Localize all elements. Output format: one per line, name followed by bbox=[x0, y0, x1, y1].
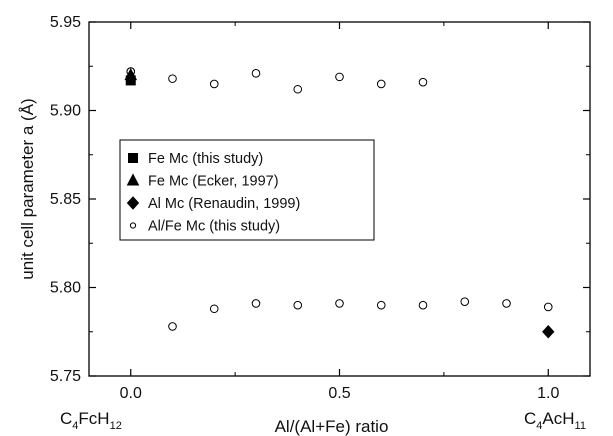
x-axis-title: Al/(Al+Fe) ratio bbox=[275, 417, 389, 436]
legend-label: Fe Mc (Ecker, 1997) bbox=[148, 174, 279, 190]
point-al-fe-mc-this-study bbox=[335, 299, 344, 308]
legend-marker-square bbox=[128, 153, 138, 163]
legend-box bbox=[119, 139, 375, 241]
point-al-fe-mc-this-study bbox=[126, 67, 136, 76]
y-tick-label: 5.85 bbox=[50, 191, 81, 208]
point-al-fe-mc-this-study bbox=[502, 299, 511, 308]
end-label-left: C4FcH12 bbox=[60, 409, 122, 432]
point-al-fe-mc-this-study bbox=[418, 300, 428, 310]
x-tick-label: 1.0 bbox=[537, 385, 559, 402]
legend: Fe Mc (this study) Fe Mc (Ecker, 1997) Al … bbox=[119, 139, 375, 241]
axis-ticks: 5.75 5.80 5.85 5.90 5.95 0.0 0.5 1.0 bbox=[50, 14, 590, 402]
legend-marker-triangle bbox=[126, 173, 140, 186]
legend-label: Al/Fe Mc (this study) bbox=[148, 219, 280, 235]
point-al-fe-mc-this-study bbox=[209, 304, 219, 314]
point-al-fe-mc-this-study bbox=[293, 300, 303, 310]
point-al-fe-mc-this-study bbox=[168, 322, 177, 331]
point-al-fe-mc-this-study bbox=[335, 72, 344, 82]
end-label-right: C4AcH11 bbox=[524, 409, 586, 432]
x-tick-label: 0.5 bbox=[328, 385, 350, 402]
x-tick-label: 0.0 bbox=[120, 385, 142, 402]
data-points bbox=[124, 67, 555, 339]
legend-marker-diamond bbox=[126, 196, 140, 210]
y-axis-title: unit cell parameter a (Å) bbox=[18, 98, 37, 279]
point-al-fe-mc-this-study bbox=[209, 79, 219, 89]
point-al-fe-mc-this-study bbox=[293, 84, 303, 94]
y-tick-label: 5.90 bbox=[50, 103, 81, 120]
legend-label: Al Mc (Renaudin, 1999) bbox=[148, 196, 300, 212]
point-al-fe-mc-this-study bbox=[251, 299, 261, 308]
point-al-fe-mc-this-study bbox=[460, 297, 470, 306]
point-al-mc-renaudin-1999 bbox=[542, 325, 555, 339]
point-al-fe-mc-this-study bbox=[168, 74, 177, 83]
point-al-fe-mc-this-study bbox=[543, 302, 553, 312]
point-al-fe-mc-this-study bbox=[418, 77, 428, 87]
y-tick-label: 5.80 bbox=[50, 280, 81, 297]
point-al-fe-mc-this-study bbox=[376, 300, 386, 310]
legend-marker-circle bbox=[129, 222, 137, 229]
point-al-fe-mc-this-study bbox=[251, 69, 261, 78]
point-al-fe-mc-this-study bbox=[376, 79, 386, 89]
y-tick-label: 5.75 bbox=[50, 368, 81, 385]
y-tick-label: 5.95 bbox=[50, 14, 81, 31]
legend-label: Fe Mc (this study) bbox=[148, 151, 263, 167]
